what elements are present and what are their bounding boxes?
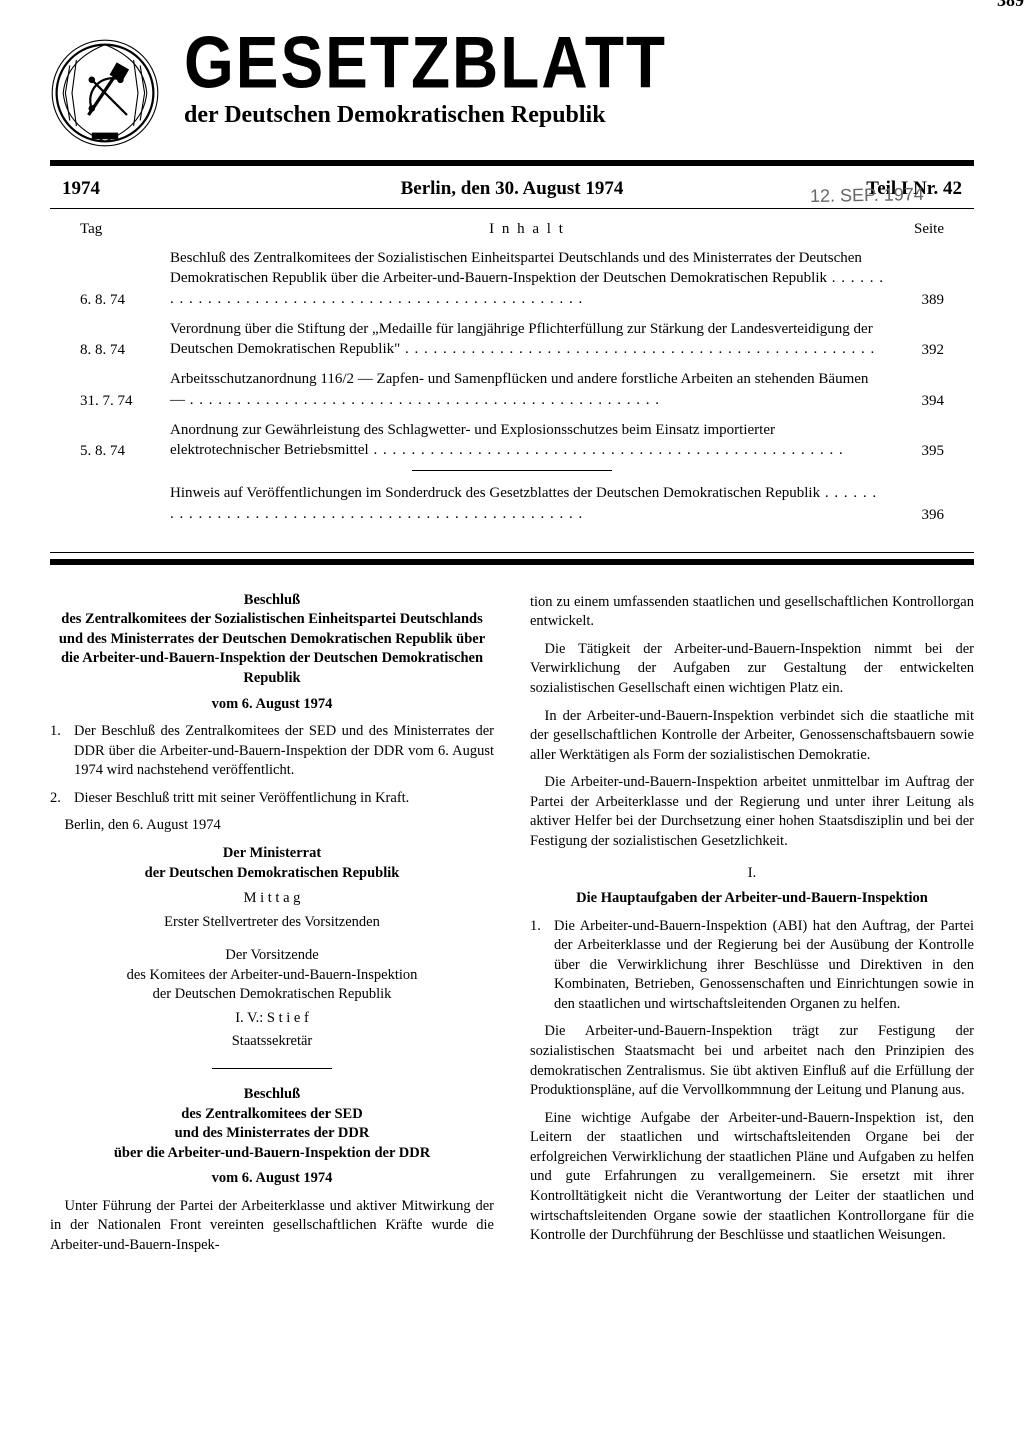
toc-date: 8. 8. 74 [80, 342, 170, 359]
toc-head-seite: Seite [884, 221, 944, 238]
decree-date: vom 6. August 1974 [50, 1169, 494, 1189]
signatory-role: Staatssekretär [50, 1032, 494, 1052]
signatory-name: I. V.: S t i e f [50, 1009, 494, 1029]
decree-heading: Beschluß des Zentralkomitees der Soziali… [50, 591, 494, 689]
toc-row: 5. 8. 74 Anordnung zur Gewährleistung de… [80, 420, 944, 461]
item-number: 2. [50, 789, 68, 809]
state-emblem-icon [50, 38, 160, 148]
item-text: Dieser Beschluß tritt mit seiner Veröffe… [74, 789, 494, 809]
toc-row: Hinweis auf Veröffentlichungen im Sonder… [80, 483, 944, 524]
item-text: Die Arbeiter-und-Bauern-Inspektion (ABI)… [554, 917, 974, 1015]
numbered-item: 2. Dieser Beschluß tritt mit seiner Verö… [50, 789, 494, 809]
body-text: Beschluß des Zentralkomitees der Soziali… [50, 585, 974, 1264]
signatory-name: M i t t a g [50, 889, 494, 909]
numbered-item: 1. Die Arbeiter-und-Bauern-Inspektion (A… [530, 917, 974, 1015]
paragraph: Die Arbeiter-und-Bauern-Inspektion arbei… [530, 773, 974, 851]
leader-dots [185, 392, 660, 408]
item-text: Der Beschluß des Zentralkomitees der SED… [74, 722, 494, 781]
paragraph: Unter Führung der Partei der Arbeiterkla… [50, 1197, 494, 1256]
divider [212, 1068, 332, 1069]
right-column: tion zu einem umfassenden staatlichen un… [530, 585, 974, 1264]
publication-subtitle: der Deutschen Demokratischen Republik [184, 102, 974, 129]
dateline-place-date: Berlin, den 30. August 1974 [362, 178, 662, 200]
dateline-issue: Teil I Nr. 42 [662, 178, 962, 200]
toc-head-tag: Tag [80, 221, 170, 238]
toc-row: 8. 8. 74 Verordnung über die Stiftung de… [80, 319, 944, 360]
toc-row: 6. 8. 74 Beschluß des Zentralkomitees de… [80, 248, 944, 309]
paragraph: Eine wichtige Aufgabe der Arbeiter-und-B… [530, 1109, 974, 1246]
table-of-contents: Tag I n h a l t Seite 6. 8. 74 Beschluß … [50, 211, 974, 550]
divider [50, 208, 974, 209]
toc-date: 31. 7. 74 [80, 393, 170, 410]
leader-dots [369, 442, 844, 458]
dateline-year: 1974 [62, 178, 362, 200]
toc-page: 396 [884, 507, 944, 524]
toc-date: 5. 8. 74 [80, 443, 170, 460]
page-number: 389 [997, 0, 1024, 11]
signatory-body: Der Ministerrat der Deutschen Demokratis… [50, 844, 494, 883]
divider [412, 470, 612, 471]
divider [50, 559, 974, 565]
masthead: GESETZBLATT der Deutschen Demokratischen… [50, 30, 974, 148]
paragraph: Die Arbeiter-und-Bauern-Inspektion trägt… [530, 1022, 974, 1100]
section-subhead: Die Hauptaufgaben der Arbeiter-und-Bauer… [530, 889, 974, 909]
section-roman: I. [530, 864, 974, 884]
toc-page: 389 [884, 292, 944, 309]
dateline: 1974 Berlin, den 30. August 1974 Teil I … [50, 172, 974, 206]
place-date: Berlin, den 6. August 1974 [50, 816, 494, 836]
paragraph: tion zu einem umfassenden staatlichen un… [530, 593, 974, 632]
divider [50, 552, 974, 553]
toc-page: 394 [884, 393, 944, 410]
paragraph: Die Tätigkeit der Arbeiter-und-Bauern-In… [530, 640, 974, 699]
paragraph: In der Arbeiter-und-Bauern-Inspektion ve… [530, 707, 974, 766]
signatory-role: Erster Stellvertreter des Vorsitzenden [50, 913, 494, 933]
toc-desc: Hinweis auf Veröffentlichungen im Sonder… [170, 485, 820, 501]
toc-row: 31. 7. 74 Arbeitsschutzanordnung 116/2 —… [80, 369, 944, 410]
toc-page: 392 [884, 342, 944, 359]
item-number: 1. [530, 917, 548, 1015]
publication-title: GESETZBLATT [184, 25, 974, 99]
divider [50, 160, 974, 166]
toc-desc: Beschluß des Zentralkomitees der Soziali… [170, 250, 862, 286]
toc-date: 6. 8. 74 [80, 292, 170, 309]
signatory-body: Der Vorsitzende des Komitees der Arbeite… [50, 946, 494, 1005]
decree-date: vom 6. August 1974 [50, 695, 494, 715]
left-column: Beschluß des Zentralkomitees der Soziali… [50, 585, 494, 1264]
leader-dots [400, 341, 875, 357]
decree-heading: Beschluß des Zentralkomitees der SED und… [50, 1085, 494, 1163]
toc-page: 395 [884, 443, 944, 460]
toc-head-inhalt: I n h a l t [170, 221, 884, 238]
numbered-item: 1. Der Beschluß des Zentralkomitees der … [50, 722, 494, 781]
item-number: 1. [50, 722, 68, 781]
